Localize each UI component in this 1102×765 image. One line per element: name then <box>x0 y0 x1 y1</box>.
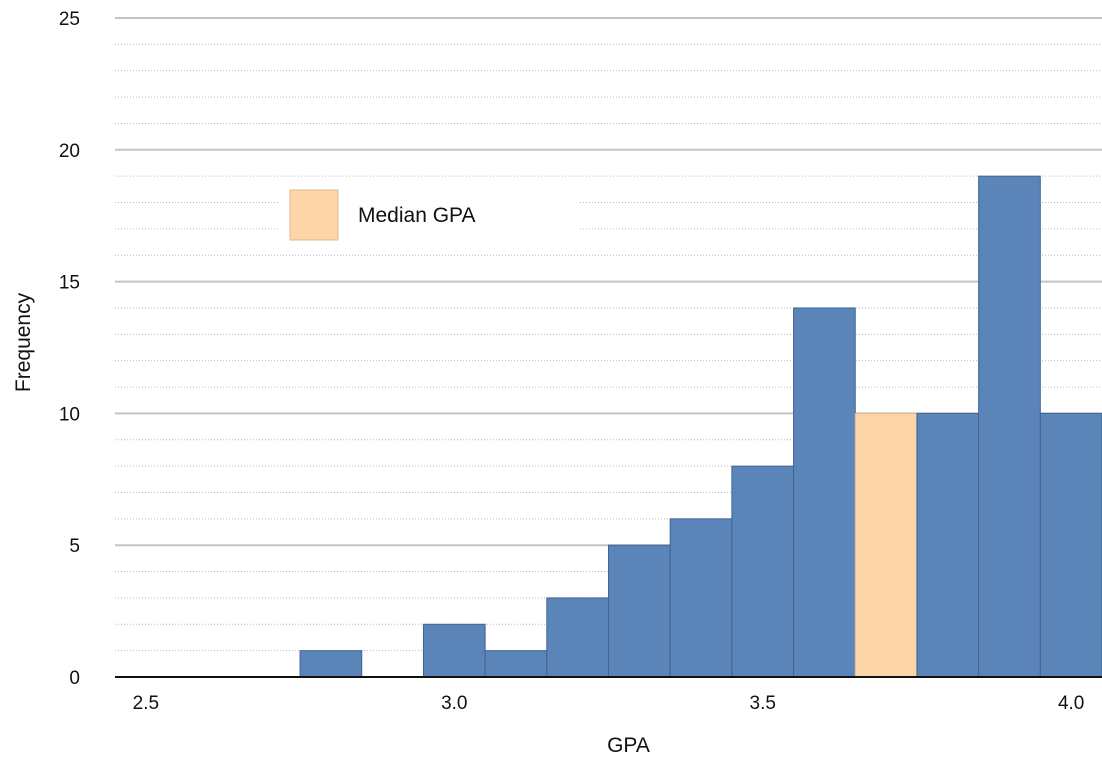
histogram-bar-median <box>854 412 918 678</box>
histogram-bar <box>731 465 795 678</box>
y-tick-label: 5 <box>69 536 80 557</box>
axes: 0 5 10 15 20 25 2.5 3.0 3.5 4.0 <box>59 9 1102 714</box>
histogram-bar <box>546 597 609 678</box>
y-tick-label: 10 <box>59 404 80 425</box>
legend: Median GPA <box>280 180 580 252</box>
histogram-bar <box>422 623 486 678</box>
histogram-bar <box>669 518 733 678</box>
histogram-bar <box>299 650 363 678</box>
x-tick-label: 2.5 <box>133 693 159 714</box>
histogram-bar <box>608 544 671 678</box>
legend-label-median-gpa: Median GPA <box>358 204 476 227</box>
histogram-bar <box>1039 412 1102 678</box>
histogram-bar <box>484 650 548 678</box>
y-tick-label: 20 <box>59 141 80 162</box>
x-tick-label: 4.0 <box>1058 693 1084 714</box>
x-axis-title: GPA <box>607 734 650 757</box>
histogram-bars <box>299 175 1102 678</box>
x-tick-label: 3.5 <box>750 693 776 714</box>
y-tick-label: 0 <box>69 668 80 689</box>
y-tick-label: 25 <box>59 9 80 30</box>
y-axis-title: Frequency <box>12 292 35 392</box>
histogram-bar <box>793 307 856 678</box>
legend-swatch-median-gpa <box>289 189 339 241</box>
x-tick-label: 3.0 <box>441 693 467 714</box>
y-tick-label: 15 <box>59 273 80 294</box>
histogram-bar <box>978 175 1041 678</box>
histogram-bar <box>916 412 980 678</box>
